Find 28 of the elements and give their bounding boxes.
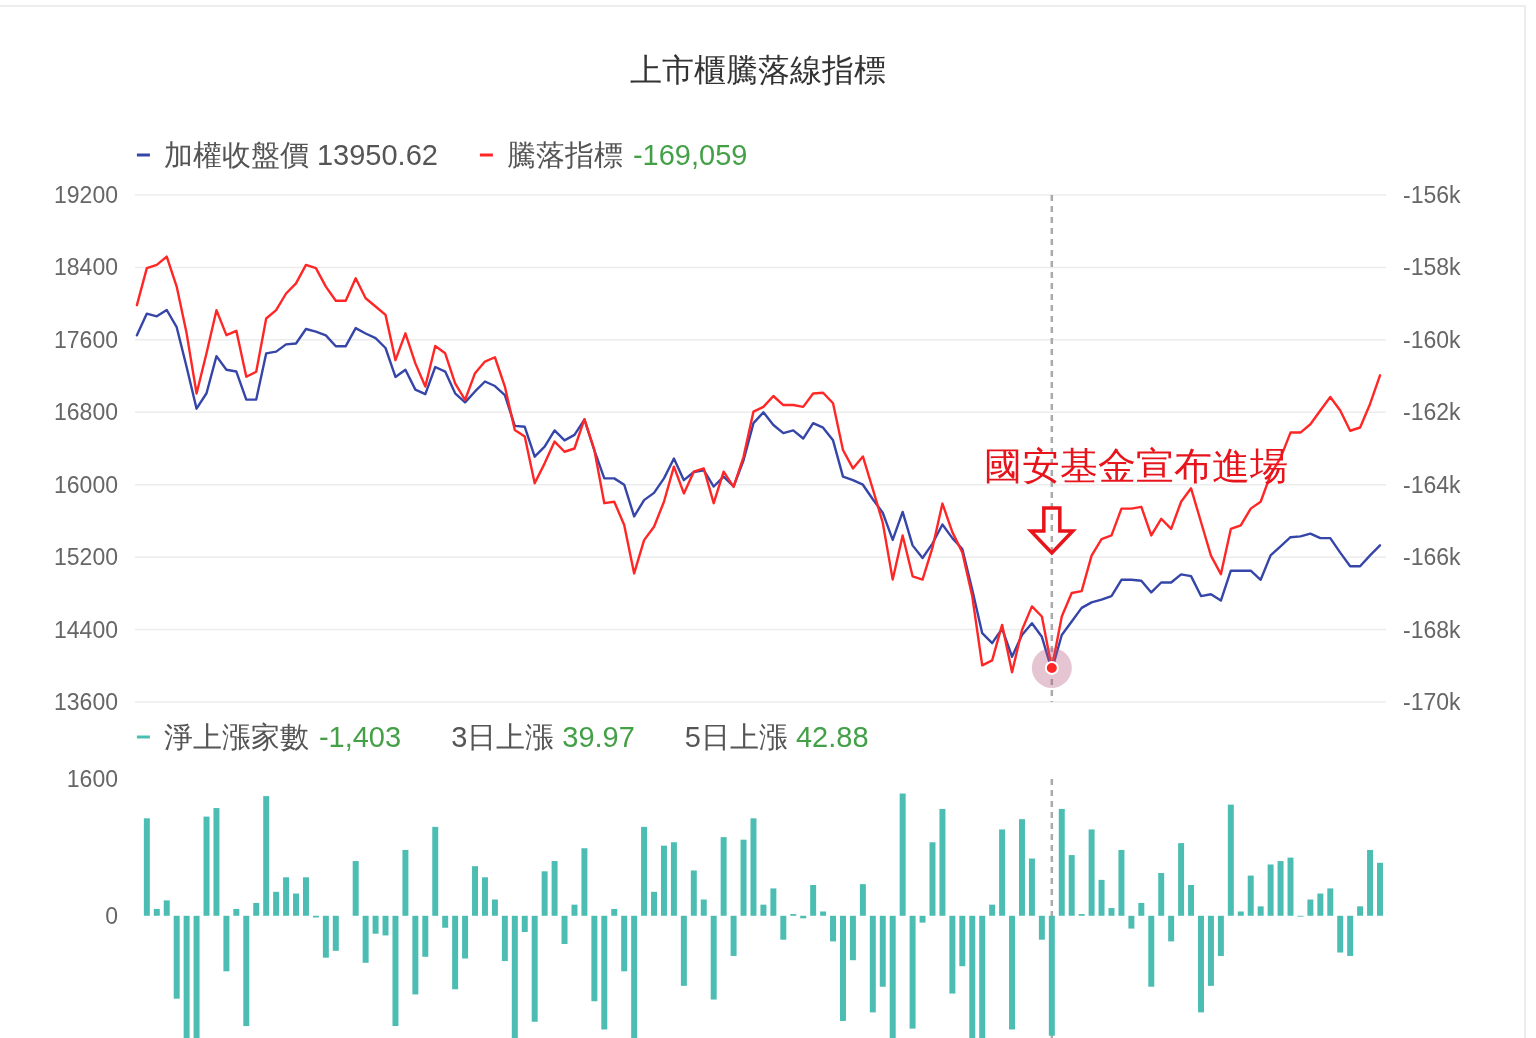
legend-label: 騰落指標 [506, 139, 623, 171]
indicator-label: 5日上漲 [684, 721, 788, 753]
y-tick: 16800 [54, 399, 118, 426]
legend-label: 淨上漲家數 [163, 721, 309, 753]
y2-tick: -158k [1403, 254, 1461, 281]
legend-label: 加權收盤價 13950.62 [163, 139, 438, 171]
y2-tick: -166k [1403, 544, 1461, 571]
indicator-value: -169,059 [632, 139, 748, 171]
y-tick: 15200 [54, 544, 118, 571]
y-tick: 14400 [54, 616, 118, 643]
y-tick: 0 [105, 902, 118, 929]
y-tick: 16000 [54, 471, 118, 498]
indicator-value: -1,403 [318, 721, 402, 753]
y2-tick: -156k [1403, 182, 1461, 208]
y-tick: 17600 [54, 326, 118, 353]
y2-tick: -168k [1403, 616, 1461, 643]
title: 上市櫃騰落線指標 [630, 52, 887, 88]
y-tick: 18400 [54, 254, 118, 281]
indicator-value: 42.88 [796, 721, 869, 753]
y-tick: 1600 [66, 766, 118, 792]
indicator-label: 3日上漲 [451, 721, 555, 753]
indicator-value: 39.97 [562, 721, 635, 753]
y2-tick: -170k [1403, 689, 1461, 715]
y-tick: 13600 [54, 689, 118, 715]
y2-tick: -162k [1403, 399, 1461, 426]
y2-tick: -160k [1403, 326, 1461, 353]
y2-tick: -164k [1403, 471, 1461, 498]
y-tick: 19200 [54, 182, 118, 208]
